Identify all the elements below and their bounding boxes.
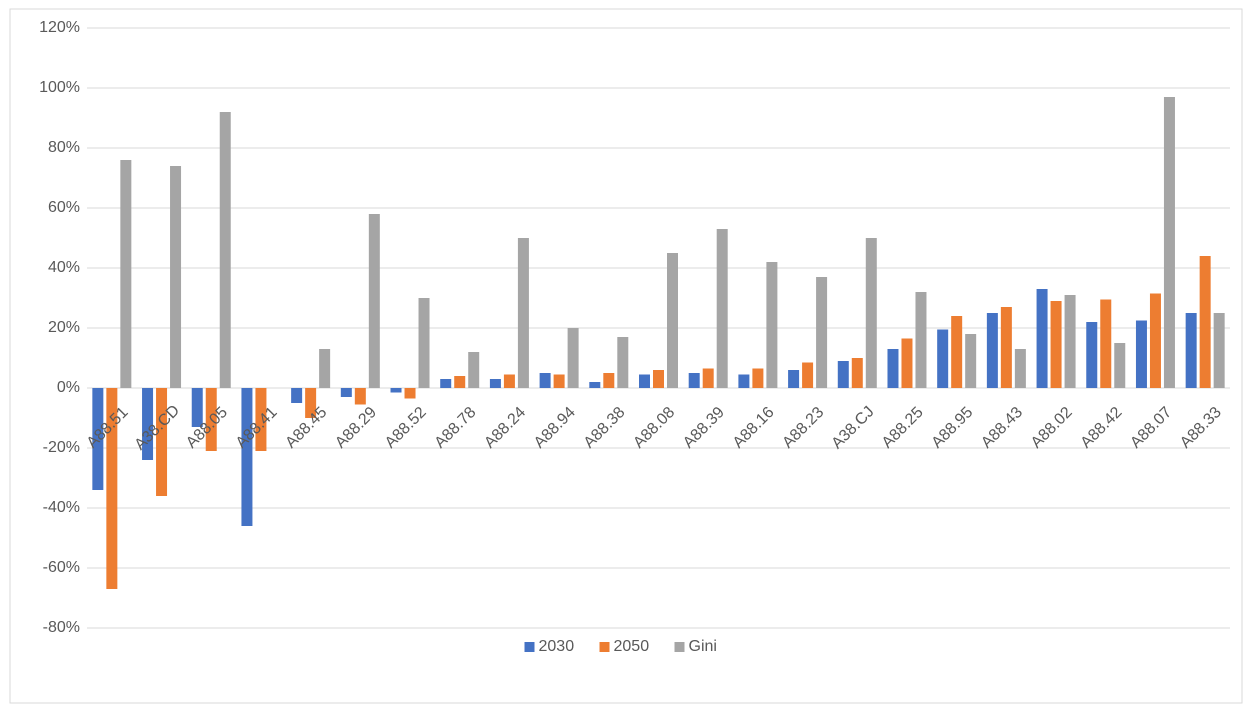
bar <box>1050 301 1062 388</box>
bar <box>1135 320 1147 388</box>
bar <box>567 328 579 388</box>
bar <box>1213 313 1225 388</box>
bar <box>653 370 664 388</box>
bar <box>1036 289 1048 388</box>
bar <box>837 361 849 388</box>
bar <box>539 373 551 388</box>
bar <box>1114 343 1126 388</box>
y-tick-label: 20% <box>48 319 80 336</box>
bar <box>667 253 678 388</box>
bar <box>1149 293 1161 388</box>
y-tick-label: 0% <box>57 379 80 396</box>
y-tick-label: -40% <box>43 499 80 516</box>
bar <box>752 368 764 388</box>
bar <box>766 262 778 388</box>
bar <box>702 368 714 388</box>
bar <box>986 313 998 388</box>
y-tick-label: 120% <box>39 19 80 36</box>
y-tick-label: -60% <box>43 559 80 576</box>
bar <box>340 388 352 397</box>
bar <box>219 112 231 388</box>
bar <box>915 292 927 388</box>
bar <box>241 388 253 526</box>
bar <box>418 298 430 388</box>
bar <box>1163 97 1175 388</box>
bar <box>738 374 750 388</box>
bar <box>589 382 601 388</box>
bar <box>92 388 104 490</box>
bar <box>305 388 317 418</box>
bar <box>788 370 800 388</box>
bar <box>553 374 565 388</box>
legend-swatch <box>524 642 535 652</box>
bar <box>1014 349 1026 388</box>
bar <box>191 388 203 427</box>
bar <box>156 388 168 496</box>
y-tick-label: -20% <box>43 439 80 456</box>
legend-swatch <box>674 642 685 652</box>
legend-label: 2050 <box>614 638 650 655</box>
bar <box>1185 313 1197 388</box>
y-tick-label: 100% <box>39 79 80 96</box>
bar <box>1086 322 1098 388</box>
bar <box>503 374 515 388</box>
legend-label: 2030 <box>539 638 575 655</box>
legend-label: Gini <box>689 638 717 655</box>
bar <box>716 229 728 388</box>
bar <box>120 160 132 388</box>
bar <box>255 388 267 451</box>
bar <box>1000 307 1012 388</box>
bar <box>106 388 118 589</box>
bar <box>901 338 913 388</box>
bar <box>170 166 182 388</box>
bar <box>887 349 899 388</box>
bar <box>454 376 466 388</box>
y-tick-label: -80% <box>43 619 80 636</box>
bar <box>951 316 963 388</box>
bar <box>851 358 863 388</box>
bar <box>517 238 529 388</box>
bar <box>390 388 402 393</box>
y-tick-label: 60% <box>48 199 80 216</box>
bar <box>603 373 615 388</box>
bar <box>319 349 331 388</box>
bar <box>1100 299 1112 388</box>
legend-swatch <box>599 642 610 652</box>
bar <box>816 277 828 388</box>
bar <box>291 388 303 403</box>
bar <box>468 352 480 388</box>
bar <box>965 334 977 388</box>
bar <box>865 238 877 388</box>
bar <box>617 337 629 388</box>
bar <box>639 374 650 388</box>
bar <box>937 329 949 388</box>
y-tick-label: 40% <box>48 259 80 276</box>
bar <box>404 388 416 399</box>
bar <box>354 388 366 405</box>
bar <box>1064 295 1076 388</box>
bar <box>1199 256 1211 388</box>
bar <box>142 388 154 460</box>
bar <box>688 373 700 388</box>
bar <box>489 379 501 388</box>
bar <box>368 214 380 388</box>
y-tick-label: 80% <box>48 139 80 156</box>
bar <box>205 388 217 451</box>
bar <box>440 379 452 388</box>
bar <box>802 362 814 388</box>
